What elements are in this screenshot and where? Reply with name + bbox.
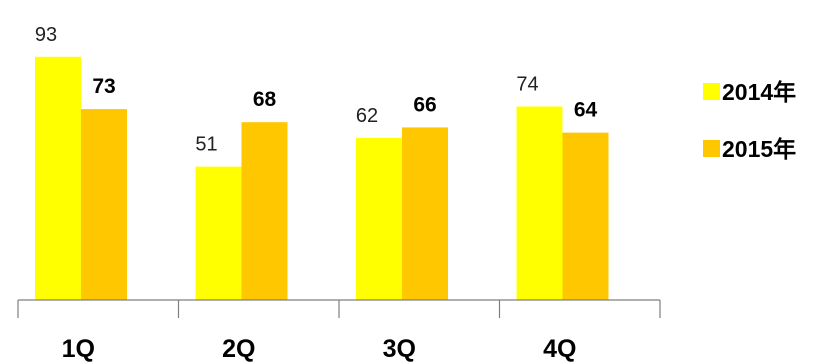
bar-2Q-series-2 [241,122,288,301]
data-label-2Q-series-2: 68 [253,88,277,111]
bar-3Q-series-1 [356,137,402,300]
legend-swatch-series-1 [703,83,720,100]
legend: 2014年 2015年 [703,79,796,162]
data-label-4Q-series-2: 64 [574,99,598,122]
data-label-2Q-series-1: 51 [195,134,217,156]
data-label-3Q-series-2: 66 [413,93,436,116]
x-tick-label: 1Q [62,335,95,362]
data-labels-layer: 93 73 51 68 62 66 74 64 [35,24,598,156]
bar-4Q-series-1 [516,106,563,301]
bar-2Q-series-1 [195,166,242,300]
bars-layer [35,56,609,301]
x-axis: 1Q 2Q 3Q 4Q [17,299,661,362]
bar-4Q-series-2 [562,132,609,300]
x-tick-label: 2Q [222,335,255,362]
x-tick-label: 4Q [543,335,576,362]
data-label-3Q-series-1: 62 [356,105,378,127]
bar-1Q-series-1 [35,56,81,301]
legend-label-series-1: 2014年 [722,79,796,105]
bar-1Q-series-2 [81,109,127,300]
data-label-1Q-series-1: 93 [35,24,57,46]
legend-swatch-series-2 [703,140,720,157]
legend-label-series-2: 2015年 [722,136,796,162]
data-label-4Q-series-1: 74 [516,73,538,95]
data-label-1Q-series-2: 73 [92,75,115,98]
x-tick-label: 3Q [383,335,416,362]
bar-3Q-series-2 [402,127,448,300]
